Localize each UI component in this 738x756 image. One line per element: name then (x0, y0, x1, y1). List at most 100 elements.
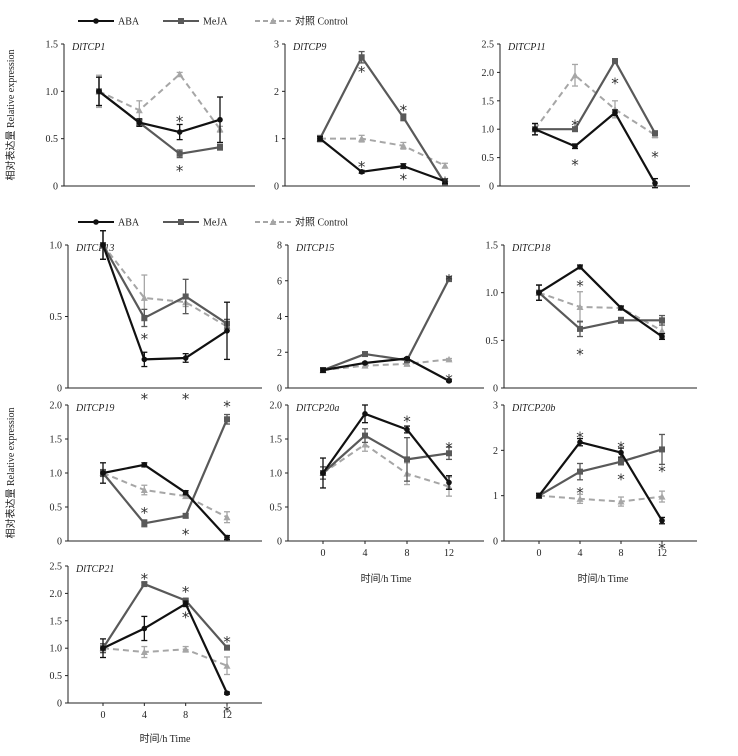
panel-title: DlTCP21 (75, 564, 114, 575)
y-tick-label: 3 (493, 401, 498, 412)
data-point (217, 144, 223, 151)
significance-mark: * (651, 148, 659, 166)
data-point (141, 520, 148, 527)
panel-dltcp19: 0 0.5 1.0 1.5 2.0 DlTCP19 * * * (50, 398, 262, 548)
data-point (135, 106, 143, 114)
series-meja (96, 76, 223, 159)
legend-label: 对照 Control (295, 216, 348, 229)
series-line (102, 244, 228, 328)
data-point (358, 135, 366, 142)
series-line (534, 111, 656, 184)
significance-mark: * (400, 101, 408, 119)
panel-dltcp21: 0 0.5 1.0 1.5 2.0 2.5 0 4 8 12 DlTCP21 * * * * * (50, 562, 262, 721)
y-tick-label: 2 (277, 348, 282, 359)
series-meja (317, 50, 448, 187)
significance-mark: * (571, 117, 579, 135)
y-tick-label: 0.5 (50, 503, 63, 514)
data-point (532, 126, 538, 132)
significance-mark: * (400, 170, 408, 188)
x-axis-title-3: 时间/h Time (140, 732, 191, 745)
data-point (577, 325, 583, 332)
y-tick-label: 1.0 (50, 241, 63, 252)
data-point (446, 479, 452, 486)
series-line (98, 73, 221, 130)
significance-mark: * (576, 484, 584, 502)
significance-mark: * (403, 413, 411, 431)
series-line (102, 418, 229, 525)
series-line (98, 90, 221, 134)
data-point (652, 180, 658, 186)
data-point (141, 314, 148, 321)
y-tick-label: 2.5 (50, 562, 63, 573)
data-point (618, 458, 624, 465)
data-point (404, 355, 410, 362)
x-tick-label: 8 (619, 548, 624, 559)
y-tick-label: 1.5 (270, 435, 283, 446)
data-point (572, 143, 578, 150)
data-point (659, 317, 665, 324)
data-point (362, 432, 368, 439)
data-point (182, 489, 189, 496)
data-point (224, 690, 230, 696)
legend-label: ABA (118, 17, 140, 28)
data-point (577, 264, 583, 270)
series-line (319, 137, 446, 183)
data-point (100, 470, 106, 476)
series-line (322, 357, 450, 382)
data-point (618, 317, 624, 324)
data-point (658, 327, 666, 334)
panel-title: DlTCP15 (295, 243, 334, 254)
y-tick-label: 0 (489, 182, 494, 193)
y-tick-label: 0 (277, 537, 282, 548)
x-tick-label: 4 (363, 548, 368, 559)
significance-mark: * (141, 330, 149, 348)
data-point (182, 512, 189, 519)
y-tick-label: 2.0 (50, 401, 63, 412)
significance-mark: * (658, 463, 666, 481)
legend-entry-aba: ABA (78, 17, 140, 28)
y-tick-label: 0.5 (482, 153, 495, 164)
data-point (618, 305, 624, 311)
data-point (571, 71, 579, 79)
series-meja (320, 275, 452, 374)
series-aba (100, 230, 230, 368)
series-line (538, 265, 663, 338)
series-aba (320, 404, 452, 490)
series-line (322, 278, 450, 372)
y-tick-label: 2 (493, 446, 498, 457)
y-tick-label: 2.0 (270, 401, 283, 412)
series-aba (100, 600, 230, 696)
data-point (176, 150, 183, 157)
y-tick-label: 0 (274, 182, 279, 193)
data-point (224, 328, 230, 334)
y-tick-label: 1.0 (482, 125, 495, 136)
series-line (535, 59, 656, 134)
data-point (400, 114, 407, 121)
data-point (442, 178, 448, 185)
data-point (140, 294, 148, 301)
data-point (536, 289, 542, 296)
data-point (176, 129, 183, 135)
significance-mark: * (223, 633, 231, 651)
series-line (102, 602, 228, 694)
significance-mark: * (576, 346, 584, 364)
data-point (618, 449, 624, 456)
data-point (399, 142, 407, 149)
data-point (182, 645, 190, 653)
data-point (136, 119, 143, 126)
legend-entry-meja: MeJA (163, 17, 228, 28)
y-tick-label: 0.5 (270, 503, 283, 514)
data-point (182, 293, 189, 300)
y-tick-label: 0.5 (46, 134, 59, 145)
significance-mark: * (445, 371, 453, 389)
significance-mark: * (182, 583, 190, 601)
series-line (322, 412, 450, 484)
axis-titles: 相对表达量 Relative expression 相对表达量 Relative … (4, 49, 629, 745)
x-tick-label: 12 (444, 548, 454, 559)
significance-mark: * (223, 398, 231, 416)
series-meja (536, 284, 665, 338)
data-point (96, 88, 102, 95)
data-point (140, 648, 148, 656)
panel-title: DlTCP20a (295, 403, 339, 414)
